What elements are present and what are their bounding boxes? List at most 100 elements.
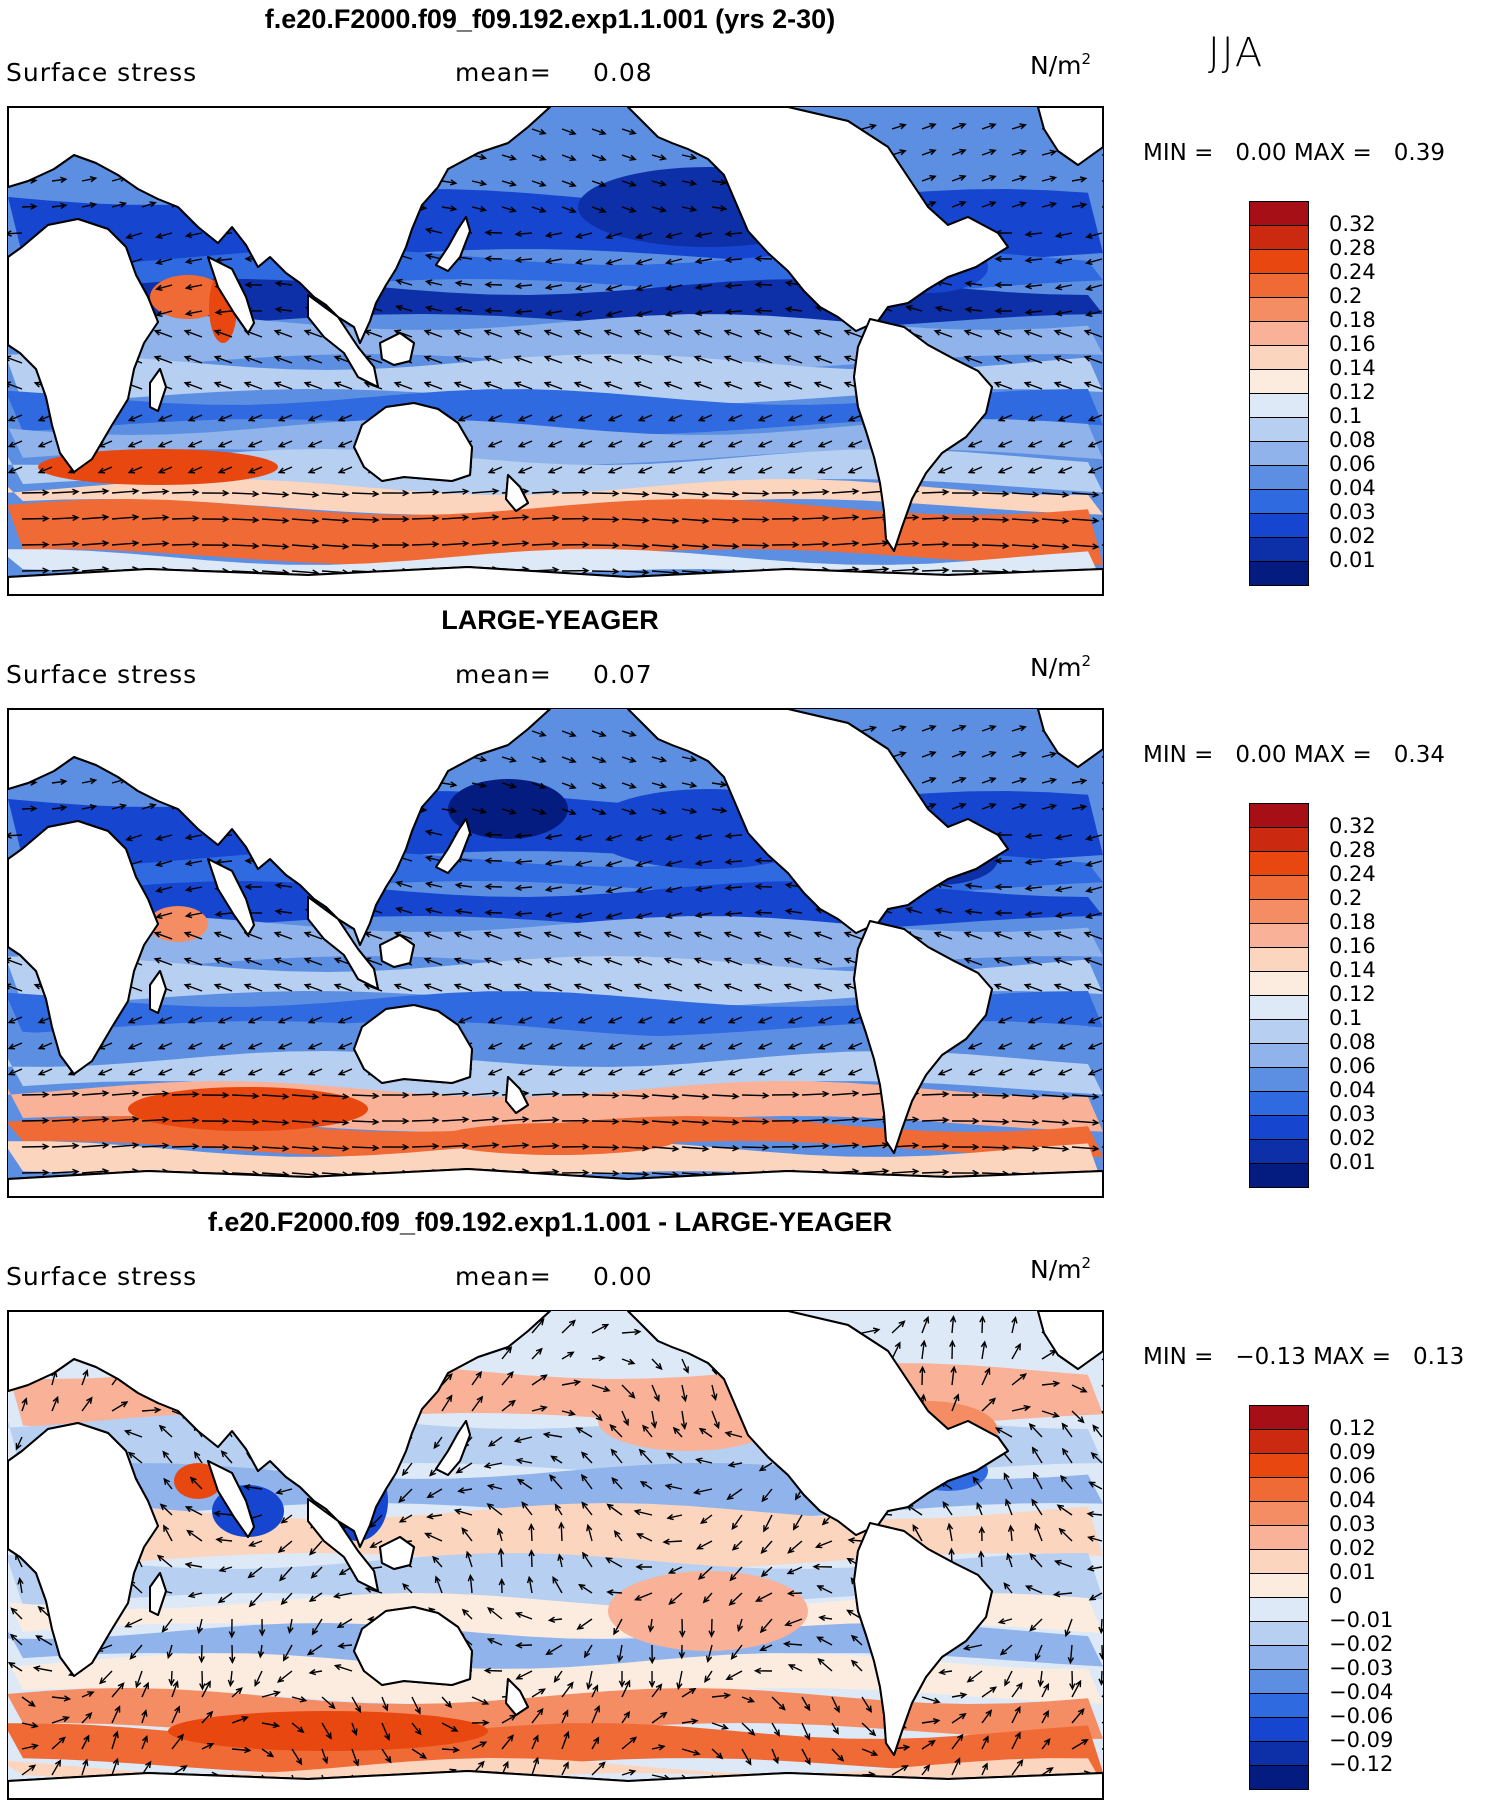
stress-vector [1083,957,1103,966]
stress-vector [51,1716,71,1724]
stress-vector [157,1068,173,1076]
stress-vector [441,1696,453,1709]
stress-vector [526,1575,534,1594]
stress-vector [21,541,50,548]
stress-vector [575,1427,593,1438]
stress-vector [801,1090,830,1098]
stress-vector [605,834,623,842]
stress-vector [616,1644,624,1663]
stress-vector [155,886,173,893]
stress-vector [753,329,773,338]
stress-vector [831,1722,839,1735]
stress-vector [261,1748,275,1758]
stress-vector [243,957,263,966]
stress-vector [621,516,650,524]
stress-vector [531,488,560,496]
stress-vector [754,307,773,314]
stress-vector [741,1144,770,1151]
stress-vector [577,414,593,422]
stress-vector [201,1117,230,1125]
stress-vector [8,1068,23,1076]
stress-vector [1011,201,1027,208]
stress-vector [1011,777,1027,784]
stress-vector [724,282,743,290]
stress-vector [1069,1670,1076,1691]
stress-vector [155,284,173,291]
stress-vector [651,206,668,213]
stress-vector [531,128,547,135]
colorbar-label: 0.01 [1329,1150,1376,1174]
stress-vector [667,1566,683,1574]
stress-vector [484,883,503,890]
stress-vector [1071,1145,1100,1152]
colorbar-label: 0.14 [1329,356,1376,380]
stress-vector [333,1664,353,1672]
contour-blob [608,173,688,221]
stress-vector [787,1664,803,1672]
coastline-seasia [307,294,379,388]
contour-blob [438,1123,678,1155]
stress-vector [635,284,653,292]
stress-vector [981,123,997,130]
stress-vector [81,540,110,547]
stress-vector [457,414,473,422]
stress-vector [423,329,443,338]
stress-vector [231,1716,249,1724]
stress-vector [741,1118,770,1125]
stress-vector [787,1540,803,1554]
stress-vector [1024,282,1043,290]
colorbar-swatch [1249,1405,1309,1430]
stress-vector [1027,414,1043,422]
stress-vector [471,1741,488,1750]
stress-vector [21,1722,39,1729]
stress-vector [1071,1738,1089,1750]
stress-vector [993,957,1013,966]
coastline-greenland [1037,1311,1103,1370]
panel-1-mean-label: mean= [455,58,552,87]
stress-vector [81,1116,110,1123]
stress-vector [471,1719,490,1727]
stress-vector [697,1068,713,1076]
contour-band [8,1021,1103,1067]
stress-vector [1027,1016,1043,1024]
stress-vector [1057,1068,1073,1076]
stress-vector [938,1668,953,1676]
stress-vector [757,440,773,448]
stress-vector [1041,175,1058,182]
stress-vector [946,1522,954,1542]
stress-vector [487,1436,503,1447]
coastline-africa [8,820,159,1075]
stress-vector [231,516,260,524]
stress-vector [501,782,517,789]
stress-vector [514,910,533,918]
stress-vector [771,489,800,496]
stress-vector [754,1592,773,1602]
stress-vector [513,1436,533,1444]
stress-vector [921,1142,950,1150]
stress-vector [8,355,23,364]
stress-vector [471,781,488,789]
stress-vector [125,232,143,240]
stress-vector [8,230,23,237]
stress-vector [711,1092,740,1100]
stress-vector [1011,175,1027,182]
stress-vector [307,466,323,474]
stress-vector [274,882,293,889]
stress-vector [423,381,443,390]
stress-vector [243,355,263,364]
colorbar-label: 0.09 [1329,1440,1376,1464]
stress-vector [243,983,263,992]
stress-vector [663,931,683,940]
colorbar-swatch [1249,995,1309,1020]
stress-vector [723,329,743,338]
stress-vector [141,1142,170,1149]
stress-vector [724,832,743,840]
stress-vector [1053,957,1073,966]
stress-vector [702,1592,713,1604]
colorbar-swatch [1249,827,1309,852]
stress-vector [667,1042,683,1050]
stress-vector [484,229,503,236]
contour-band [8,1723,1103,1774]
stress-vector [999,1644,1013,1656]
stress-vector [813,381,833,390]
